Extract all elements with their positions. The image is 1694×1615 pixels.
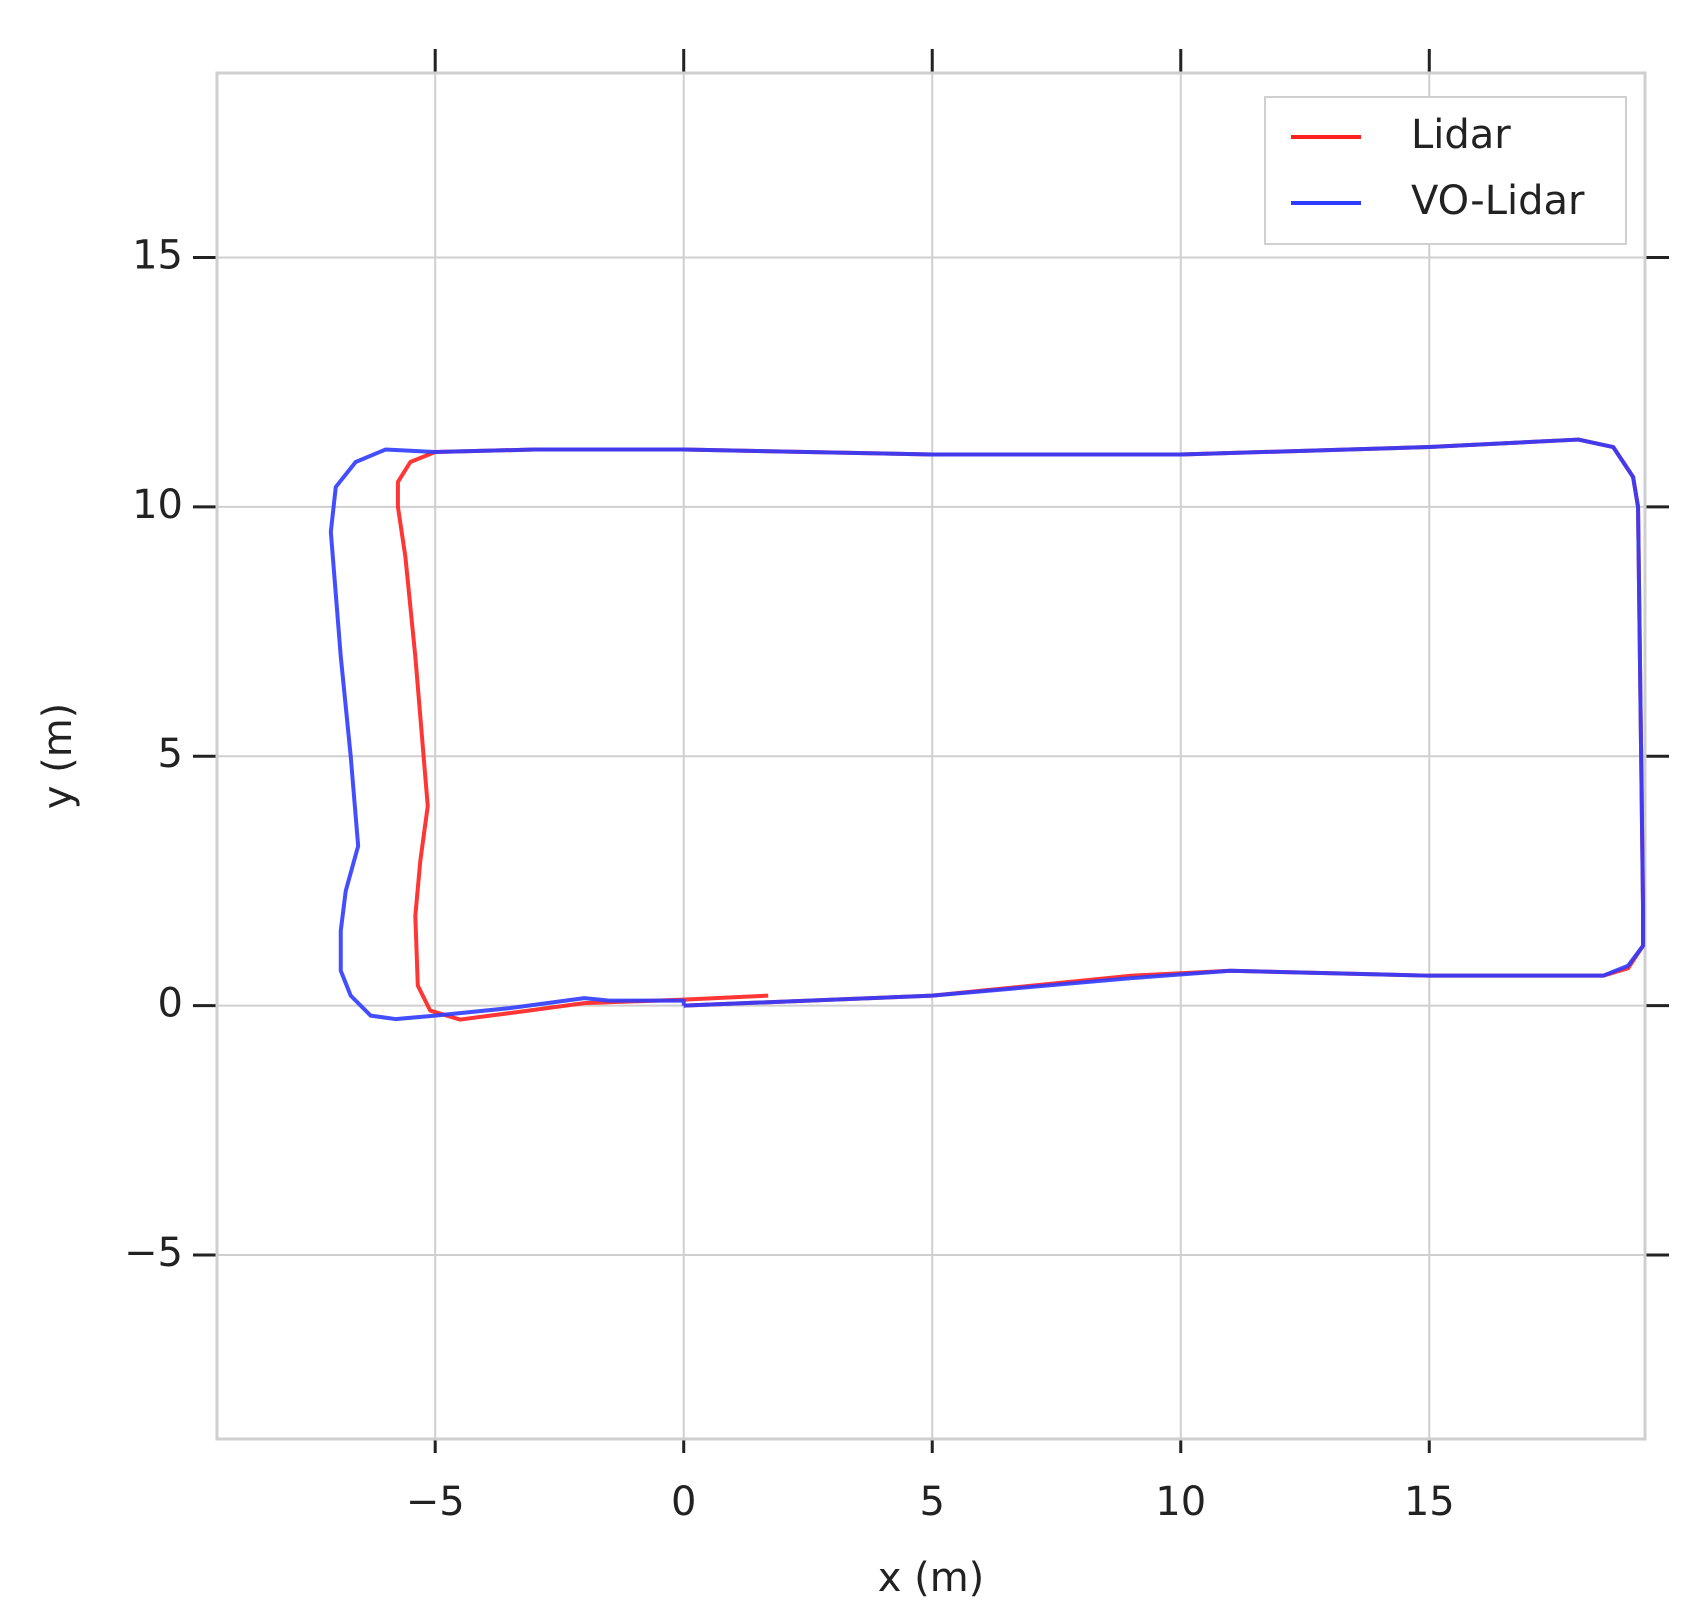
legend-label: Lidar bbox=[1411, 112, 1511, 158]
y-axis-label: y (m) bbox=[35, 703, 81, 810]
y-tick-label: 0 bbox=[158, 981, 183, 1027]
x-axis-label: x (m) bbox=[878, 1555, 985, 1601]
trajectory bbox=[395, 437, 1646, 1022]
legend-label: VO-Lidar bbox=[1411, 178, 1585, 224]
y-tick-label: 5 bbox=[158, 731, 183, 777]
y-tick-label: −5 bbox=[124, 1230, 183, 1276]
y-tick-label: 15 bbox=[132, 233, 183, 279]
x-tick-label: 0 bbox=[671, 1479, 696, 1525]
plot-frame bbox=[215, 71, 1647, 1441]
x-tick-label: 5 bbox=[920, 1479, 945, 1525]
trajectory bbox=[328, 437, 1646, 1022]
x-tick-label: −5 bbox=[406, 1479, 465, 1525]
legend-box bbox=[1264, 96, 1627, 245]
x-tick-label: 15 bbox=[1404, 1479, 1455, 1525]
x-tick-label: 10 bbox=[1155, 1479, 1206, 1525]
y-tick-label: 10 bbox=[132, 482, 183, 528]
